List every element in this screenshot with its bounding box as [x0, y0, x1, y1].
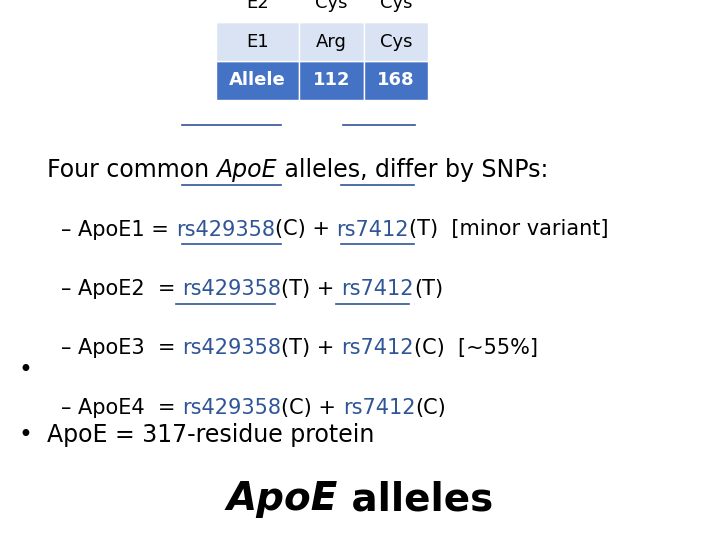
Text: rs7412: rs7412 [341, 338, 414, 359]
FancyBboxPatch shape [364, 0, 428, 22]
Text: rs429358: rs429358 [176, 219, 275, 240]
Text: 168: 168 [377, 71, 415, 90]
Text: ApoE = 317-residue protein: ApoE = 317-residue protein [47, 423, 374, 447]
Text: (T): (T) [414, 279, 443, 299]
Text: ApoE: ApoE [217, 158, 277, 182]
Text: rs7412: rs7412 [341, 279, 414, 299]
FancyBboxPatch shape [216, 0, 299, 22]
Text: •: • [18, 358, 32, 382]
Text: •: • [18, 423, 32, 447]
Text: ApoE: ApoE [227, 481, 338, 518]
Text: alleles: alleles [338, 481, 493, 518]
FancyBboxPatch shape [299, 0, 364, 22]
Text: Arg: Arg [316, 32, 346, 51]
Text: E1: E1 [246, 32, 269, 51]
Text: rs7412: rs7412 [343, 397, 415, 418]
Text: (C)  [~55%]: (C) [~55%] [414, 338, 538, 359]
Text: Cys: Cys [379, 0, 413, 12]
Text: alleles, differ by SNPs:: alleles, differ by SNPs: [277, 158, 549, 182]
Text: rs429358: rs429358 [182, 397, 282, 418]
Text: (C): (C) [415, 397, 446, 418]
FancyBboxPatch shape [216, 61, 299, 100]
Text: (C) +: (C) + [275, 219, 336, 240]
Text: Allele: Allele [229, 71, 286, 90]
Text: (C) +: (C) + [282, 397, 343, 418]
FancyBboxPatch shape [364, 61, 428, 100]
Text: Cys: Cys [315, 0, 348, 12]
Text: (T) +: (T) + [282, 338, 341, 359]
Text: – ApoE3  =: – ApoE3 = [61, 338, 182, 359]
Text: (T) +: (T) + [282, 279, 341, 299]
Text: rs429358: rs429358 [182, 338, 282, 359]
Text: Cys: Cys [379, 32, 413, 51]
Text: – ApoE1 =: – ApoE1 = [61, 219, 176, 240]
Text: E2: E2 [246, 0, 269, 12]
FancyBboxPatch shape [299, 22, 364, 61]
Text: rs7412: rs7412 [336, 219, 409, 240]
Text: rs429358: rs429358 [182, 279, 282, 299]
Text: – ApoE4  =: – ApoE4 = [61, 397, 182, 418]
Text: 112: 112 [312, 71, 350, 90]
FancyBboxPatch shape [299, 61, 364, 100]
Text: (T)  [minor variant]: (T) [minor variant] [409, 219, 608, 240]
Text: Four common: Four common [47, 158, 217, 182]
Text: – ApoE2  =: – ApoE2 = [61, 279, 182, 299]
FancyBboxPatch shape [216, 22, 299, 61]
FancyBboxPatch shape [364, 22, 428, 61]
